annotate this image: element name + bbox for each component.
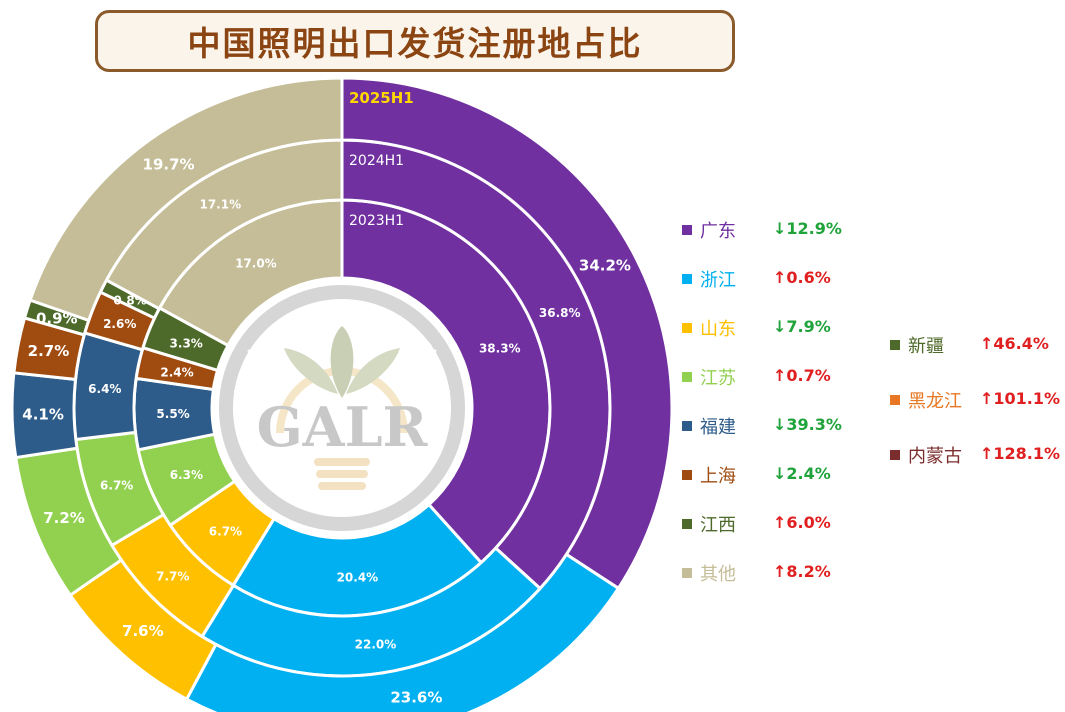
legend-swatch [682,519,692,529]
legend-label: 浙江 [700,270,736,291]
legend-item-6: 江西 [682,511,736,537]
legend-item-extra-1: 黑龙江 [890,387,962,413]
ring-2025H1-label-浙江: 23.6% [390,689,442,707]
ring-2023H1-label-福建: 5.5% [156,407,189,421]
legend-item-0: 广东 [682,217,736,243]
title-box: 中国照明出口发货注册地占比 [95,10,735,72]
legend-change-6: ↑6.0% [773,513,831,532]
legend-swatch [682,323,692,333]
ring-2025H1-label-山东: 7.6% [122,622,164,640]
legend-label: 山东 [700,319,736,340]
legend-change-extra-0: ↑46.4% [980,334,1049,353]
legend-label: 黑龙江 [908,391,962,412]
legend-item-2: 山东 [682,315,736,341]
ring-2023H1-label-上海: 2.4% [160,365,193,379]
legend-swatch [682,274,692,284]
legend-swatch [682,421,692,431]
legend-swatch [682,372,692,382]
ring-2025H1-label-福建: 4.1% [22,406,64,424]
legend-change-5: ↓2.4% [773,464,831,483]
ring-2024H1-label-上海: 2.6% [103,317,136,331]
legend-label: 新疆 [908,336,944,357]
svg-text:GALR: GALR [257,395,429,459]
ring-2025H1-label-其他: 19.7% [143,155,195,173]
legend-change-0: ↓12.9% [773,219,842,238]
ring-2023H1-label-江西: 3.3% [170,337,203,351]
ring-2024H1-label-广东: 36.8% [539,306,581,320]
ring-2024H1-label-浙江: 22.0% [355,638,397,652]
ring-name-2024H1: 2024H1 [349,153,404,169]
legend-change-extra-2: ↑128.1% [980,444,1061,463]
legend-swatch [682,225,692,235]
legend-item-extra-0: 新疆 [890,332,944,358]
legend-swatch [682,568,692,578]
ring-2024H1-label-山东: 7.7% [156,569,189,583]
ring-2023H1-label-浙江: 20.4% [337,570,379,584]
legend-item-4: 福建 [682,413,736,439]
ring-2025H1-slice-其他 [28,76,344,323]
legend-label: 内蒙古 [908,446,962,467]
legend-change-2: ↓7.9% [773,317,831,336]
legend-item-extra-2: 内蒙古 [890,442,962,468]
ring-name-2025H1: 2025H1 [349,89,414,107]
legend-label: 福建 [700,417,736,438]
legend-change-7: ↑8.2% [773,562,831,581]
legend-change-4: ↓39.3% [773,415,842,434]
ring-name-2023H1: 2023H1 [349,213,404,229]
legend-change-1: ↑0.6% [773,268,831,287]
ring-2024H1-label-其他: 17.1% [199,197,241,211]
legend-item-1: 浙江 [682,266,736,292]
ring-2023H1-label-江苏: 6.3% [170,468,203,482]
ring-2025H1-label-广东: 34.2% [579,257,631,275]
legend-label: 江西 [700,515,736,536]
legend-swatch [890,395,900,405]
legend-change-extra-1: ↑101.1% [980,389,1061,408]
chart-title: 中国照明出口发货注册地占比 [187,24,643,63]
ring-2025H1-label-上海: 2.7% [28,342,70,360]
legend-swatch [890,340,900,350]
legend-swatch [890,450,900,460]
legend-change-3: ↑0.7% [773,366,831,385]
legend-label: 江苏 [700,368,736,389]
legend-swatch [682,470,692,480]
ring-2024H1-label-江苏: 6.7% [100,479,133,493]
ring-2023H1-label-山东: 6.7% [209,524,242,538]
ring-2023H1-label-广东: 38.3% [479,341,521,355]
legend-label: 其他 [700,564,736,585]
legend-item-3: 江苏 [682,364,736,390]
ring-2024H1-label-福建: 6.4% [88,382,121,396]
ring-2023H1-label-其他: 17.0% [235,257,277,271]
legend-item-7: 其他 [682,560,736,586]
legend-label: 上海 [700,466,736,487]
legend-item-5: 上海 [682,462,736,488]
legend-label: 广东 [700,221,736,242]
ring-2025H1-label-江苏: 7.2% [43,509,85,527]
